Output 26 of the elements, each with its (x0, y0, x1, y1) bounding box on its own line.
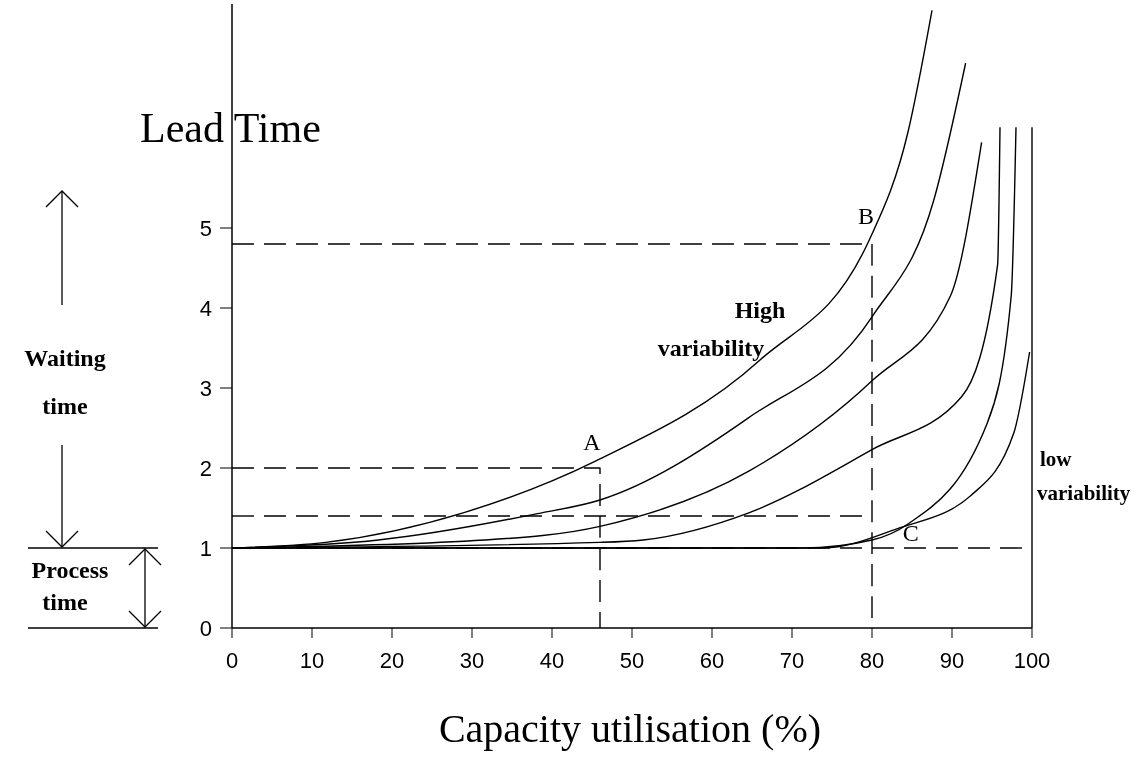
x-tick-label: 10 (299, 648, 325, 673)
text: Process time (31, 557, 109, 615)
x-tick-label: 80 (859, 648, 885, 673)
annotation: A (583, 429, 602, 455)
x-tick-label: 90 (939, 648, 965, 673)
y-tick-label: 5 (199, 216, 212, 241)
text: Lead Time (140, 105, 321, 151)
y-tick-label: 3 (199, 376, 212, 401)
x-tick-label: 50 (619, 648, 645, 673)
annotation: High variability (657, 297, 786, 361)
x-tick-label: 60 (699, 648, 725, 673)
x-tick-label: 20 (379, 648, 405, 673)
y-tick-label: 4 (199, 296, 212, 321)
x-tick-label: 40 (539, 648, 565, 673)
y-tick-label: 0 (199, 616, 212, 641)
x-axis-title: Capacity utilisation (%) (438, 706, 822, 751)
y-tick-label: 1 (199, 536, 212, 561)
text: low variability (1037, 447, 1131, 505)
annotation: C (902, 519, 919, 546)
y-tick-label: 2 (199, 456, 212, 481)
x-tick-label: 100 (1013, 648, 1051, 673)
annotation: B (857, 203, 875, 229)
x-tick-label: 30 (459, 648, 485, 673)
text: Waiting time (24, 345, 106, 419)
x-tick-label: 0 (225, 648, 239, 673)
x-tick-label: 70 (779, 648, 805, 673)
